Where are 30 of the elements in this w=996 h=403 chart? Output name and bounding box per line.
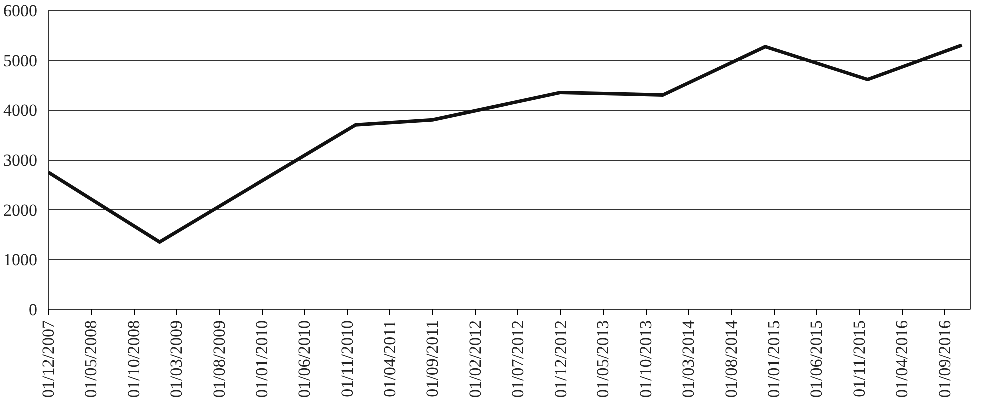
y-tick-label: 4000 (4, 101, 38, 120)
line-series (48, 44, 964, 244)
x-tick-label: 01/03/2009 (166, 320, 186, 398)
x-tick-label: 01/08/2014 (722, 320, 741, 398)
y-tick-label: 0 (29, 300, 38, 320)
y-tick-label: 6000 (4, 2, 38, 20)
x-tick-label: 01/09/2011 (423, 320, 442, 398)
x-tick-label: 01/11/2010 (338, 320, 357, 398)
x-tick-label: 01/09/2016 (935, 320, 954, 398)
x-tick-label: 01/05/2008 (82, 320, 101, 398)
x-tick-label: 01/04/2016 (892, 320, 912, 398)
y-tick-label: 5000 (4, 51, 38, 70)
x-tick-label: 01/07/2012 (508, 320, 528, 398)
y-tick-label: 2000 (4, 200, 38, 220)
x-tick-label: 01/10/2013 (636, 320, 656, 398)
x-tick-label: 01/11/2015 (850, 320, 869, 398)
x-tick-label: 01/08/2009 (210, 320, 229, 398)
x-tick-label: 01/02/2012 (466, 320, 486, 398)
x-tick-label: 01/05/2013 (594, 320, 613, 398)
x-tick-label: 01/10/2008 (124, 320, 144, 398)
y-tick-label: 1000 (4, 250, 38, 270)
x-tick-label: 01/12/2012 (551, 320, 570, 398)
x-tick-label: 01/06/2010 (295, 320, 314, 398)
x-tick-label: 01/04/2011 (380, 320, 400, 398)
x-tick-label: 01/06/2015 (807, 320, 826, 398)
y-tick-label: 3000 (4, 151, 38, 170)
x-tick-label: 01/03/2014 (678, 320, 698, 398)
x-tick-label: 01/01/2010 (252, 320, 272, 398)
x-tick-label: 01/12/2007 (39, 320, 58, 398)
x-tick-label: 01/01/2015 (764, 320, 784, 398)
